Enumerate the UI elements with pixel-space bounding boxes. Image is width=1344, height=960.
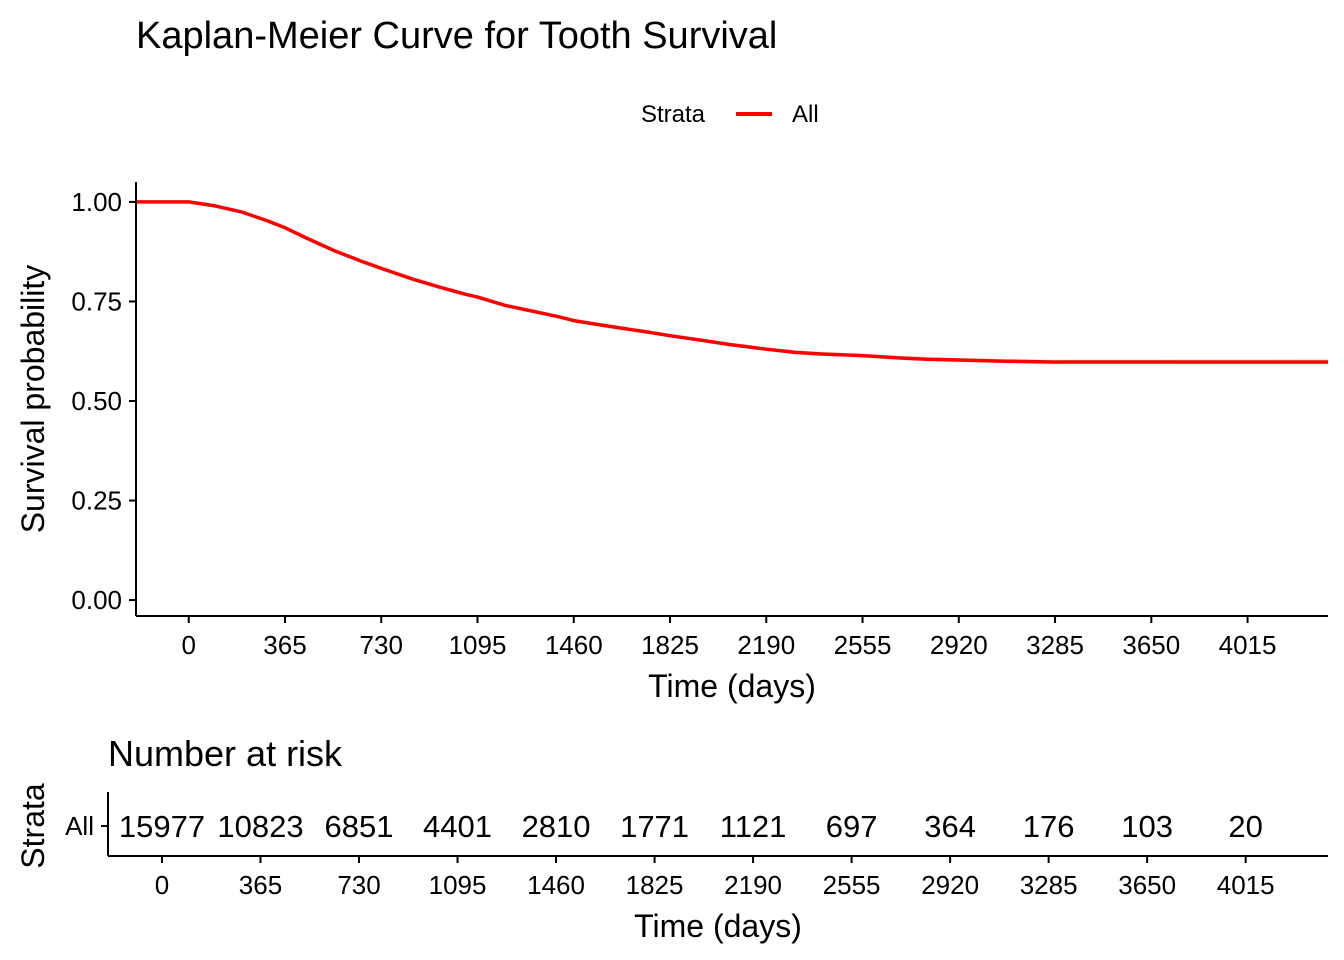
legend: Strata All xyxy=(641,101,819,128)
x-tick-label: 1095 xyxy=(449,630,507,660)
risk-x-tick-label: 2555 xyxy=(823,870,881,900)
risk-table: Number at risk All 15977 10823 6851 4401 281… xyxy=(15,733,1328,944)
x-axis-label: Time (days) xyxy=(648,668,816,704)
risk-x-tick-label: 730 xyxy=(337,870,380,900)
risk-x-tick-label: 1825 xyxy=(626,870,684,900)
y-tick-label: 0.50 xyxy=(71,386,122,416)
legend-title: Strata xyxy=(641,101,706,128)
survival-curve-all xyxy=(136,200,1328,364)
risk-count: 6851 xyxy=(325,809,394,844)
risk-x-tick-label: 365 xyxy=(239,870,282,900)
risk-count: 176 xyxy=(1023,809,1075,844)
risk-count: 1121 xyxy=(720,809,787,844)
risk-table-title: Number at risk xyxy=(108,733,343,774)
risk-count: 2810 xyxy=(522,809,591,844)
x-tick-label: 2190 xyxy=(737,630,795,660)
confidence-band xyxy=(136,201,1328,366)
x-tick-label: 4015 xyxy=(1219,630,1277,660)
risk-x-tick-label: 2920 xyxy=(921,870,979,900)
risk-x-tick-label: 4015 xyxy=(1217,870,1275,900)
x-tick-label: 3650 xyxy=(1122,630,1180,660)
risk-x-tick-label: 2190 xyxy=(724,870,782,900)
x-tick-label: 1460 xyxy=(545,630,603,660)
risk-counts: 15977 10823 6851 4401 2810 1771 1121 697 364 176 1… xyxy=(119,809,1263,844)
risk-count: 10823 xyxy=(217,809,303,844)
risk-x-tick-label: 1095 xyxy=(429,870,487,900)
risk-x-tick-label: 1460 xyxy=(527,870,585,900)
y-tick-label: 0.00 xyxy=(71,585,122,615)
y-tick-label: 0.25 xyxy=(71,486,122,516)
x-axis-ticks: 0 365 730 1095 1460 1825 2190 2555 2920 3285 3650 4… xyxy=(182,616,1277,660)
risk-count: 103 xyxy=(1121,809,1173,844)
risk-x-tick-label: 3650 xyxy=(1118,870,1176,900)
risk-x-axis-ticks: 0 365 730 1095 1460 1825 2190 2555 2920 3285 3650 4… xyxy=(155,856,1275,900)
legend-label-all: All xyxy=(792,101,819,128)
risk-x-tick-label: 0 xyxy=(155,870,169,900)
risk-count: 364 xyxy=(924,809,976,844)
y-tick-label: 1.00 xyxy=(71,187,122,217)
x-tick-label: 1825 xyxy=(641,630,699,660)
risk-count: 15977 xyxy=(119,809,205,844)
y-axis-ticks: 0.00 0.25 0.50 0.75 1.00 xyxy=(71,187,136,615)
x-tick-label: 0 xyxy=(182,630,196,660)
x-tick-label: 2555 xyxy=(834,630,892,660)
risk-row-label-all: All xyxy=(65,811,94,841)
x-tick-label: 730 xyxy=(360,630,403,660)
y-tick-label: 0.75 xyxy=(71,286,122,316)
y-axis-label: Survival probability xyxy=(15,265,51,534)
survival-plot: 0.00 0.25 0.50 0.75 1.00 0 365 730 1095 1460 1825… xyxy=(15,182,1328,704)
risk-x-tick-label: 3285 xyxy=(1020,870,1078,900)
risk-x-axis-label: Time (days) xyxy=(634,908,802,944)
x-tick-label: 3285 xyxy=(1026,630,1084,660)
risk-count: 1771 xyxy=(620,809,689,844)
risk-count: 697 xyxy=(826,809,878,844)
risk-count: 4401 xyxy=(423,809,492,844)
risk-y-axis-label: Strata xyxy=(15,783,51,869)
risk-count: 20 xyxy=(1228,809,1262,844)
x-tick-label: 365 xyxy=(263,630,306,660)
chart-title: Kaplan-Meier Curve for Tooth Survival xyxy=(136,15,777,57)
x-tick-label: 2920 xyxy=(930,630,988,660)
